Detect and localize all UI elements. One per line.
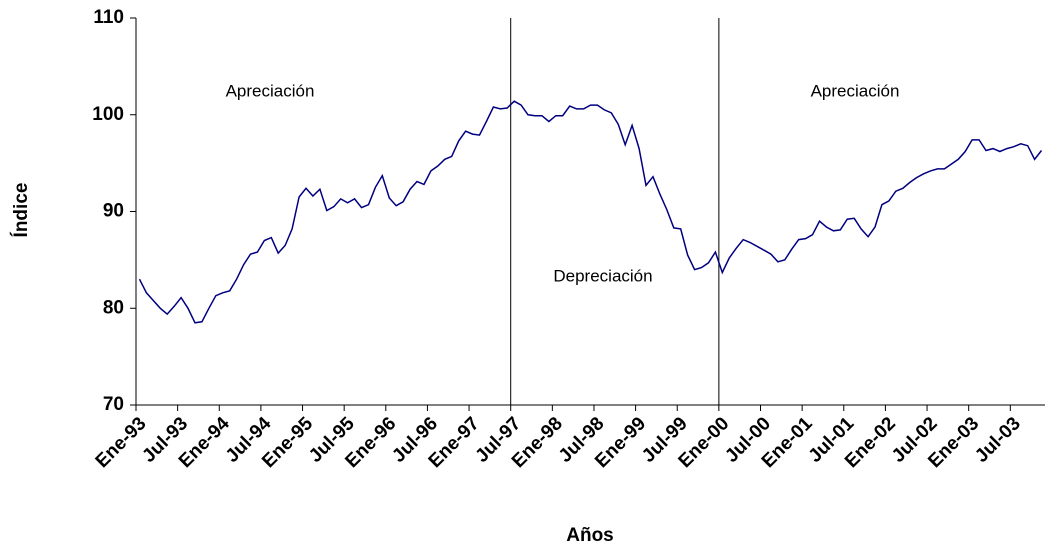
- data-line: [138, 100, 1043, 324]
- annotation: Depreciación: [553, 266, 652, 285]
- y-tick-label: 80: [103, 297, 124, 318]
- y-axis-title: Índice: [10, 183, 32, 238]
- x-axis-title: Años: [566, 525, 614, 546]
- y-tick-label: 100: [92, 104, 124, 125]
- y-tick-label: 70: [103, 394, 124, 415]
- x-tick-label: Ene-93: [92, 413, 151, 472]
- x-tick-label: Jul-03: [971, 413, 1025, 467]
- annotation: Apreciación: [811, 81, 900, 100]
- annotation: Apreciación: [226, 81, 315, 100]
- y-tick-label: 110: [93, 7, 124, 28]
- y-tick-label: 90: [103, 201, 124, 222]
